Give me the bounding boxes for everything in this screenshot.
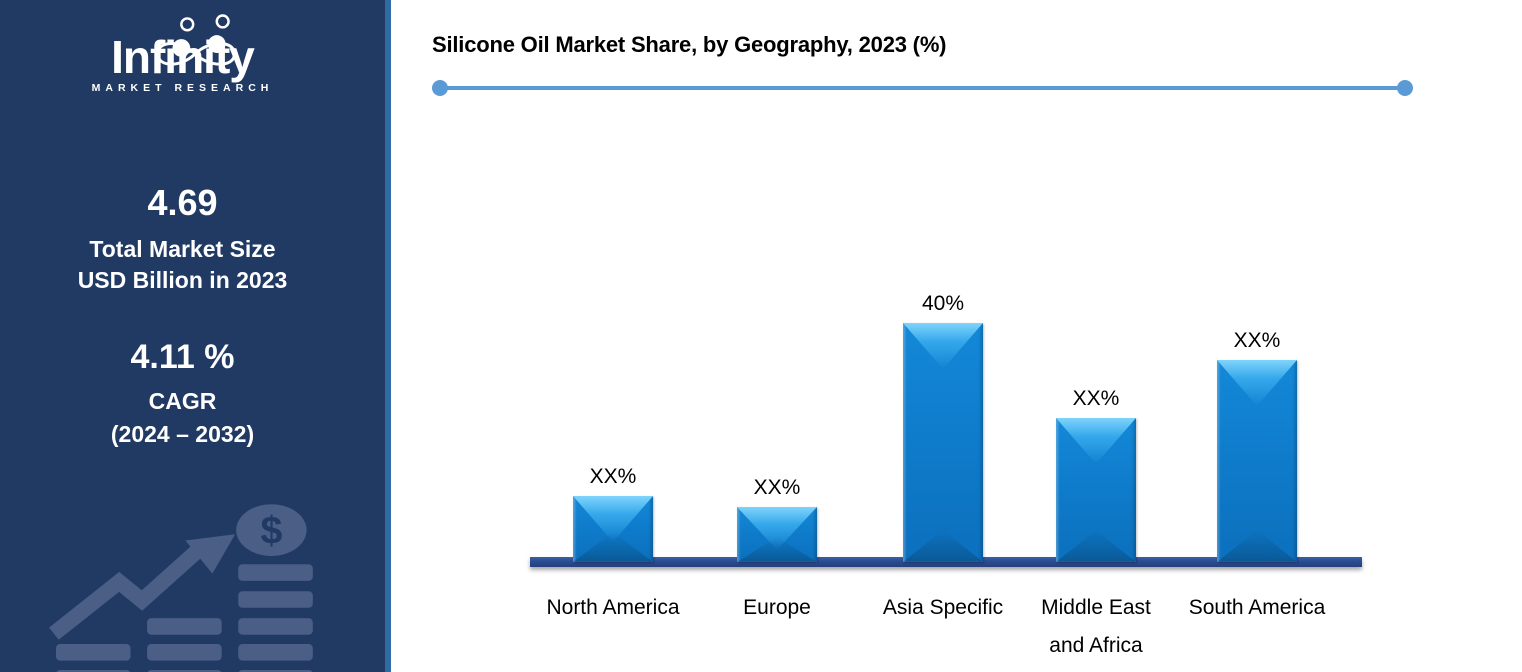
coin-stack-bar [147, 618, 222, 635]
sidebar-stats: 4.69 Total Market Size USD Billion in 20… [0, 182, 385, 452]
coin-stack-bar [238, 591, 313, 608]
growth-chart-watermark: $ [49, 504, 313, 672]
cagr-label: CAGR [148, 388, 217, 415]
coin-stack-bar [55, 644, 131, 661]
dollar-sign: $ [260, 509, 282, 553]
market-size-label-line2: USD Billion in 2023 [77, 267, 288, 294]
bar-value-label: XX% [589, 465, 637, 488]
sidebar: Infinity MARKET RESEARCH 4.69 Total Mark… [0, 0, 385, 672]
coin-stack-bar [56, 669, 130, 672]
bar-group-europe: XX% [702, 476, 852, 562]
coin-stack-bar [238, 618, 313, 635]
bar-value-label: XX% [1072, 387, 1120, 410]
bar-value-label: XX% [1233, 329, 1281, 352]
coin-stack-bar [147, 669, 222, 672]
logo-tagline: MARKET RESEARCH [91, 82, 274, 94]
bar-middle-east-africa [1056, 418, 1136, 562]
coin-stack-bar [147, 644, 222, 661]
bar-group-north-america: XX% [538, 465, 688, 562]
bar-south-america [1217, 360, 1297, 562]
market-size-label-line1: Total Market Size [89, 236, 276, 262]
bar-group-middle-east-africa: XX% [1021, 387, 1171, 562]
trend-arrow-head [185, 534, 236, 574]
category-label-middle-east-africa: Middle East and Africa [1041, 596, 1151, 657]
bar-value-label: XX% [753, 476, 801, 499]
sidebar-accent-stripe [385, 0, 391, 672]
coin-stack-bar [238, 669, 313, 672]
bar-north-america [573, 496, 653, 562]
bar-asia-specific [903, 323, 983, 562]
bar-group-south-america: XX% [1182, 329, 1332, 562]
title-divider-line [432, 80, 1413, 96]
logo: Infinity MARKET RESEARCH [0, 14, 385, 96]
infinity-logo-icon [155, 14, 236, 66]
category-label-europe: Europe [743, 596, 811, 619]
chart-title: Silicone Oil Market Share, by Geography,… [432, 32, 947, 57]
bar-value-label: 40% [921, 292, 965, 315]
cagr-value: 4.11 % [130, 338, 235, 377]
category-label-north-america: North America [546, 596, 680, 619]
bar-group-asia-specific: 40% [868, 292, 1018, 562]
divider-endpoint-right [1397, 80, 1413, 96]
divider-endpoint-left [432, 80, 448, 96]
coin-icon [236, 504, 307, 557]
market-size-value: 4.69 [147, 182, 218, 223]
trend-arrow-line [49, 540, 208, 640]
category-label-asia-specific: Asia Specific [882, 596, 1004, 619]
cagr-period: (2024 – 2032) [110, 421, 255, 448]
bar-europe [737, 507, 817, 562]
x-axis [530, 557, 1362, 567]
coin-stack-bar [238, 564, 313, 581]
category-label-south-america: South America [1188, 596, 1326, 619]
coin-stack-bar [238, 644, 313, 661]
